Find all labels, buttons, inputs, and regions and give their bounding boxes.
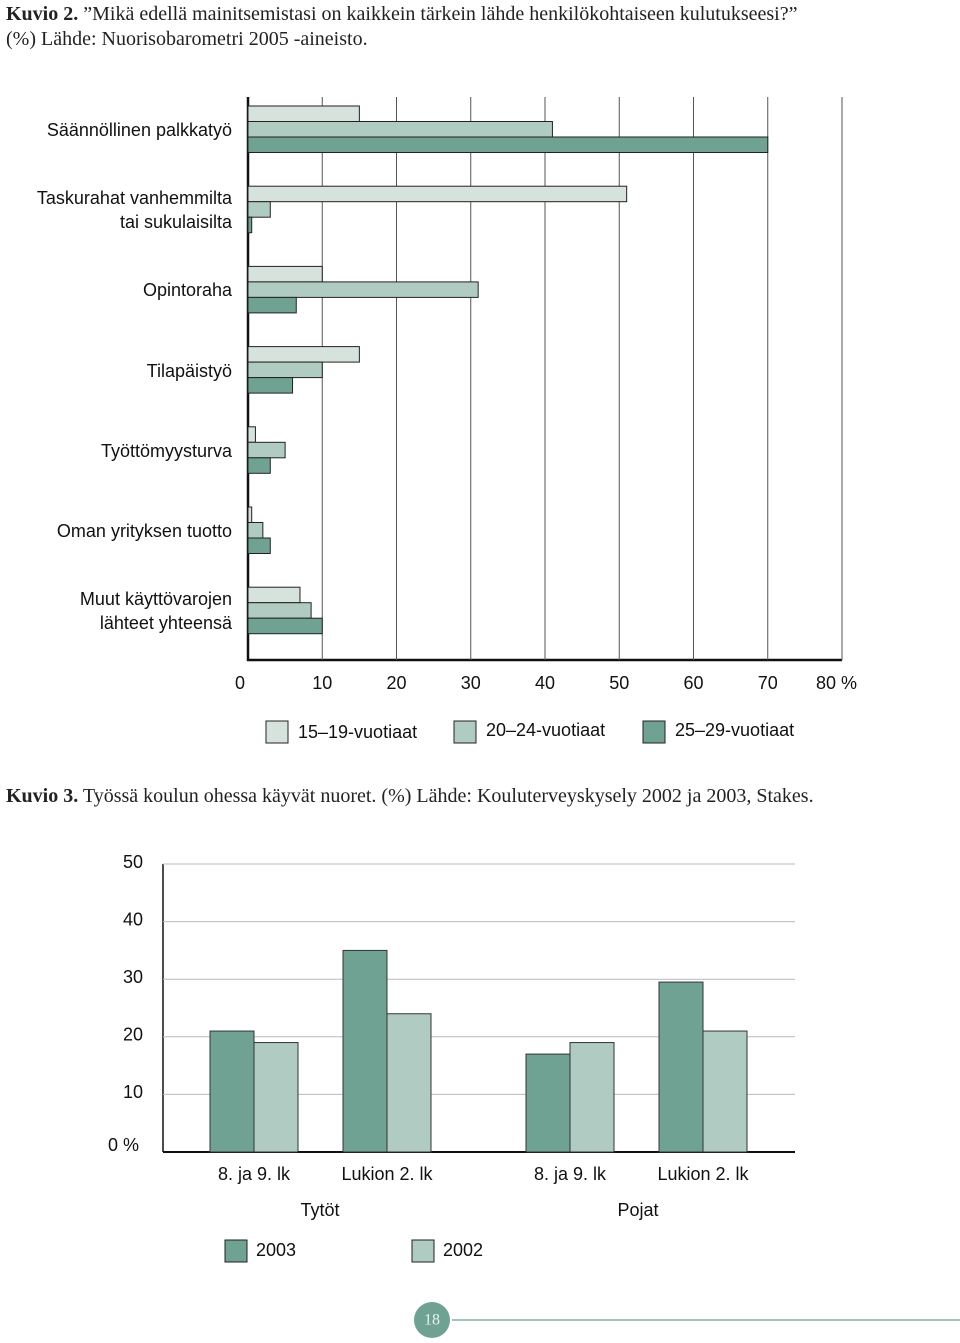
legend-swatch	[224, 1239, 248, 1263]
legend-label: 15–19-vuotiaat	[298, 722, 417, 742]
legend-swatch	[411, 1239, 435, 1263]
x-tick-label: 70	[758, 673, 778, 693]
category-label: Oman yrityksen tuotto	[56, 521, 232, 541]
bar	[247, 361, 323, 379]
y-tick-label: 50	[123, 852, 143, 872]
legend-swatch	[265, 720, 289, 744]
bar	[569, 1042, 615, 1153]
bar	[247, 617, 323, 635]
category-label: Muut käyttövarojen lähteet yhteensä	[79, 589, 232, 634]
page-number: 18	[424, 1312, 440, 1329]
bar	[247, 537, 271, 554]
x-tick-label: 8. ja 9. lk	[534, 1164, 607, 1184]
caption: Kuvio 3. Työssä koulun ohessa käyvät nuo…	[6, 784, 866, 809]
bar	[247, 296, 297, 314]
x-tick-label: Lukion 2. lk	[657, 1164, 749, 1184]
bar	[247, 105, 360, 122]
caption-label: Kuvio 3.	[6, 785, 79, 807]
x-tick-label: 0	[235, 673, 245, 693]
bar	[247, 216, 253, 234]
bar	[247, 506, 253, 523]
bar	[247, 441, 286, 459]
caption-label: Kuvio 2.	[6, 3, 79, 25]
y-tick-label: 10	[123, 1082, 143, 1102]
caption-text: ”Mikä edellä mainitsemistasi on kaikkein…	[6, 3, 798, 50]
y-tick-label: 40	[123, 909, 143, 929]
bar	[386, 1013, 432, 1153]
x-tick-label: 8. ja 9. lk	[218, 1164, 291, 1184]
y-tick-label: 0 %	[108, 1135, 139, 1155]
bar	[342, 949, 388, 1153]
bar	[247, 265, 323, 283]
bar	[247, 136, 769, 153]
group-label: Tytöt	[300, 1200, 339, 1220]
caption-text: Työssä koulun ohessa käyvät nuoret. (%) …	[82, 785, 814, 807]
legend-swatch	[453, 720, 477, 744]
page-badge	[414, 1302, 450, 1338]
bar	[253, 1042, 299, 1153]
category-label: Opintoraha	[142, 280, 232, 301]
category-label: Taskurahat vanhemmilta tai sukulaisilta	[36, 188, 232, 233]
legend-label: 20–24-vuotiaat	[486, 720, 605, 740]
x-tick-label: 40	[535, 673, 555, 693]
x-tick-label: 20	[386, 673, 406, 693]
category-label: Tilapäistyö	[146, 360, 232, 381]
bar	[247, 201, 271, 218]
bar	[247, 185, 628, 203]
bar	[658, 981, 704, 1153]
x-tick-label: 10	[312, 673, 332, 693]
bar	[247, 121, 553, 138]
x-tick-label: Lukion 2. lk	[341, 1164, 433, 1184]
bar	[247, 281, 479, 298]
x-tick-label: 60	[683, 673, 703, 693]
bar	[209, 1030, 255, 1153]
x-tick-label: 30	[461, 673, 481, 693]
x-tick-label: 50	[609, 673, 629, 693]
legend-label: 2003	[256, 1240, 296, 1260]
bar	[247, 457, 271, 474]
category-label: Työttömyysturva	[100, 440, 232, 461]
bar	[525, 1053, 571, 1153]
y-tick-label: 20	[123, 1025, 143, 1045]
bar	[247, 426, 256, 443]
x-tick-label: 80 %	[816, 673, 857, 693]
bar	[247, 586, 301, 604]
bar	[247, 602, 312, 619]
legend-swatch	[642, 720, 666, 744]
group-label: Pojat	[617, 1200, 658, 1220]
caption: Kuvio 2. ”Mikä edellä mainitsemistasi on…	[6, 2, 926, 52]
bar	[702, 1030, 748, 1153]
legend-label: 25–29-vuotiaat	[675, 720, 794, 740]
bar	[247, 346, 360, 363]
bar	[247, 377, 294, 394]
category-label: Säännöllinen palkkatyö	[46, 120, 232, 140]
y-tick-label: 30	[123, 967, 143, 987]
bar	[247, 522, 264, 539]
legend-label: 2002	[443, 1240, 483, 1260]
